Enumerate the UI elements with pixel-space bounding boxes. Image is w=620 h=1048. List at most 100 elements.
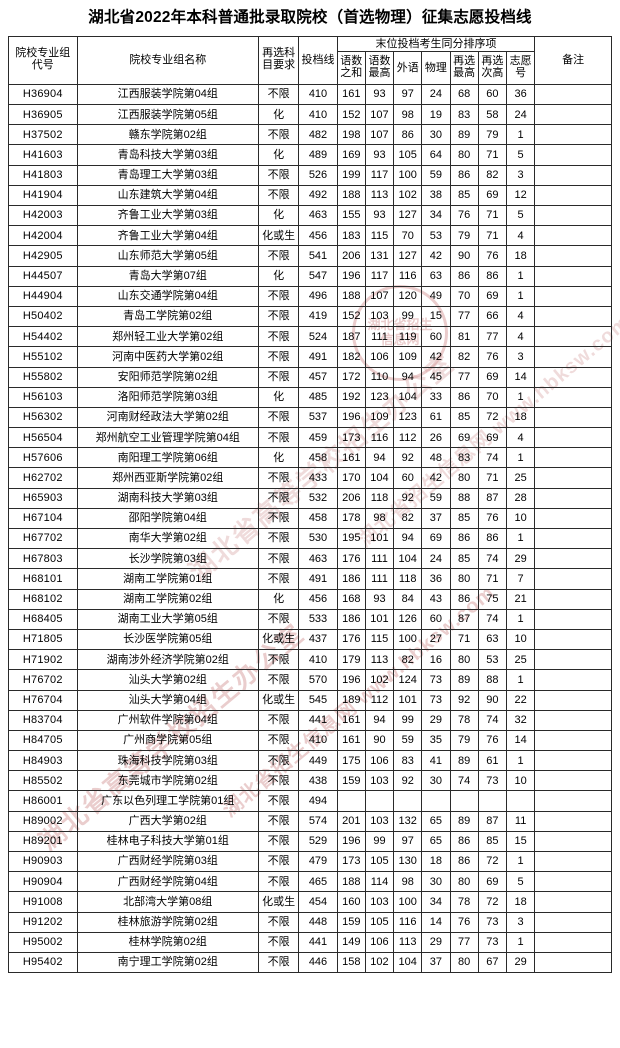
cell-remarks	[534, 729, 612, 752]
cell-volunteer-number: 3	[505, 346, 536, 368]
cell-chinese-math-sum: 187	[336, 326, 366, 348]
cell-remarks	[534, 83, 612, 106]
table-row: H36905 江西服装学院第05组化 410 152 107 98 19 83 58 24	[8, 104, 612, 126]
cell-elective-second: 76	[477, 346, 507, 368]
cell-college-group-code: H84705	[8, 729, 78, 752]
cell-score-line: 524	[298, 326, 338, 348]
table-row: H91008 北部湾大学第08组 化或生 454 160 103 100 34 78 72 18	[8, 891, 612, 913]
cell-physics: 15	[421, 305, 451, 328]
cell-foreign-language: 99	[393, 305, 423, 328]
cell-foreign-language: 101	[393, 689, 423, 711]
cell-elective-requirement: 化	[258, 265, 300, 287]
cell-chinese-math-max: 115	[364, 225, 395, 247]
cell-foreign-language: 113	[393, 931, 423, 953]
cell-college-group-name: 邵阳学院第04组	[76, 507, 260, 530]
cell-foreign-language: 84	[393, 588, 423, 610]
table-row: H41904 山东建筑大学第04组 不限 492 188 113 102 38 85 69 12	[8, 184, 612, 207]
cell-foreign-language: 118	[393, 568, 423, 590]
cell-score-line: 458	[298, 507, 338, 530]
cell-volunteer-number: 1	[505, 528, 536, 550]
cell-foreign-language: 104	[393, 951, 423, 974]
table-row: H56103 洛阳师范学院第03组化 485 192 123 104 33 86 70 1	[8, 386, 612, 408]
cell-chinese-math-sum: 188	[336, 285, 366, 307]
cell-elective-max: 86	[449, 830, 479, 853]
cell-elective-max: 68	[449, 83, 479, 106]
cell-college-group-name: 广州软件学院第04组	[76, 709, 260, 731]
cell-volunteer-number: 10	[505, 507, 536, 530]
cell-elective-requirement: 不限	[258, 326, 300, 348]
cell-elective-second: 69	[477, 366, 507, 388]
cell-score-line: 533	[298, 608, 338, 630]
cell-score-line: 448	[298, 911, 338, 933]
cell-college-group-code: H67104	[8, 507, 78, 530]
cell-elective-second: 76	[477, 729, 507, 752]
cell-college-group-code: H68101	[8, 568, 78, 590]
cell-college-group-name: 长沙医学院第05组	[76, 628, 260, 651]
cell-chinese-math-max: 106	[364, 346, 395, 368]
cell-chinese-math-sum: 206	[336, 487, 366, 509]
cell-remarks	[534, 305, 612, 328]
cell-college-group-code: H71805	[8, 628, 78, 651]
cell-elective-second: 71	[477, 467, 507, 489]
cell-elective-max: 78	[449, 891, 479, 913]
cell-remarks	[534, 467, 612, 489]
cell-physics: 60	[421, 608, 451, 630]
cell-score-line: 410	[298, 649, 338, 671]
cell-volunteer-number: 4	[505, 427, 536, 449]
cell-remarks	[534, 487, 612, 509]
cell-chinese-math-max: 113	[364, 184, 395, 207]
cell-elective-max: 80	[449, 871, 479, 893]
cell-college-group-code: H56504	[8, 427, 78, 449]
cell-elective-second	[477, 790, 507, 812]
cell-volunteer-number: 1	[505, 669, 536, 691]
cell-elective-max: 88	[449, 487, 479, 509]
cell-foreign-language: 97	[393, 830, 423, 853]
cell-elective-second: 63	[477, 628, 507, 651]
cell-volunteer-number	[505, 790, 536, 812]
cell-elective-max: 80	[449, 568, 479, 590]
cell-score-line: 456	[298, 588, 338, 610]
cell-elective-max: 85	[449, 507, 479, 530]
cell-volunteer-number: 1	[505, 447, 536, 469]
table-row: H56302 河南财经政法大学第02组 不限 537 196 109 123 61 85 72 18	[8, 406, 612, 429]
table-row: H42905 山东师范大学第05组 不限 541 206 131 127 42 90 76 18	[8, 245, 612, 267]
cell-physics: 26	[421, 427, 451, 449]
cell-chinese-math-max: 93	[364, 144, 395, 166]
cell-elective-requirement: 不限	[258, 931, 300, 953]
cell-volunteer-number: 4	[505, 326, 536, 348]
cell-chinese-math-sum: 199	[336, 164, 366, 186]
cell-foreign-language: 105	[393, 144, 423, 166]
cell-remarks	[534, 588, 612, 610]
cell-volunteer-number: 14	[505, 366, 536, 388]
cell-chinese-math-sum: 176	[336, 548, 366, 570]
cell-elective-second: 87	[477, 487, 507, 509]
table-row: H67702 南华大学第02组 不限 530 195 101 94 69 86 86 1	[8, 528, 612, 550]
cell-score-line: 458	[298, 447, 338, 469]
cell-elective-max: 76	[449, 205, 479, 227]
cell-volunteer-number: 1	[505, 851, 536, 873]
table-row: H68405 湖南工业大学第05组 不限 533 186 101 126 60 87 74 1	[8, 608, 612, 630]
cell-physics: 29	[421, 931, 451, 953]
cell-chinese-math-sum: 168	[336, 588, 366, 610]
table-row: H67104 邵阳学院第04组 不限 458 178 98 82 37 85 76 10	[8, 507, 612, 530]
cell-elective-second: 73	[477, 770, 507, 792]
table-row: H36904 江西服装学院第04组 不限 410 161 93 97 24 68 60 36	[8, 83, 612, 106]
table-row: H67803 长沙学院第03组 不限 463 176 111 104 24 85 74 29	[8, 548, 612, 570]
cell-foreign-language: 86	[393, 124, 423, 146]
cell-elective-max: 69	[449, 427, 479, 449]
header-remarks: 备注	[534, 35, 612, 85]
cell-volunteer-number: 12	[505, 184, 536, 207]
cell-elective-max: 76	[449, 911, 479, 933]
cell-college-group-name: 齐鲁工业大学第03组	[76, 205, 260, 227]
cell-chinese-math-max: 93	[364, 83, 395, 106]
cell-chinese-math-max: 107	[364, 285, 395, 307]
cell-elective-requirement: 不限	[258, 507, 300, 530]
cell-college-group-code: H57606	[8, 447, 78, 469]
cell-college-group-code: H89002	[8, 810, 78, 832]
cell-volunteer-number: 5	[505, 205, 536, 227]
cell-college-group-name: 青岛理工大学第03组	[76, 164, 260, 186]
cell-physics: 59	[421, 487, 451, 509]
cell-score-line: 496	[298, 285, 338, 307]
cell-foreign-language: 126	[393, 608, 423, 630]
cell-score-line: 438	[298, 770, 338, 792]
